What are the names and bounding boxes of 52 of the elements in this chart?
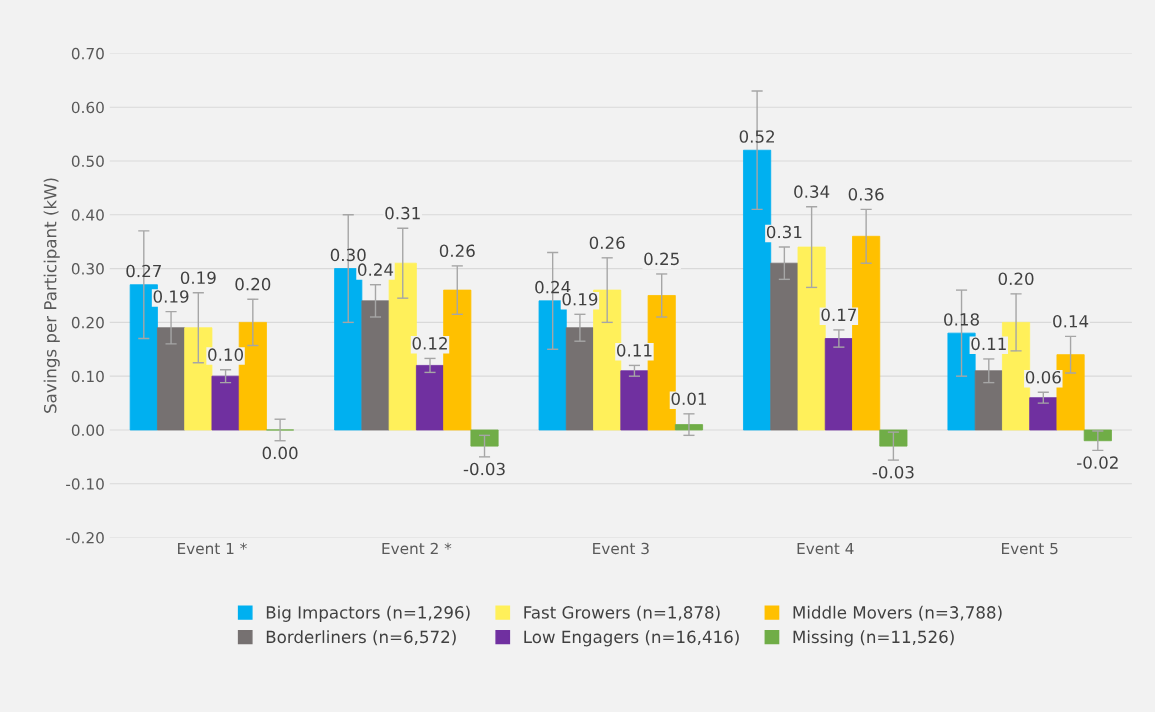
data-label: 0.19 [153, 290, 189, 303]
data-label: 0.26 [589, 236, 625, 250]
y-tick-label: -0.10 [66, 478, 104, 490]
y-tick-label: 0.20 [71, 316, 104, 329]
data-label: 0.25 [644, 252, 679, 266]
data-label: 0.30 [330, 248, 366, 262]
data-label: 0.34 [794, 185, 830, 198]
data-label: 0.14 [1053, 314, 1089, 328]
data-label: 0.52 [739, 130, 774, 143]
data-label: 0.20 [998, 272, 1034, 286]
data-label: 0.27 [126, 264, 161, 278]
data-label: 0.01 [671, 392, 706, 406]
data-label: 0.11 [616, 344, 652, 357]
x-tick-label: Event 3 [593, 542, 649, 555]
data-label: 0.24 [535, 280, 571, 294]
data-label: 0.10 [208, 348, 244, 361]
legend-label: Low Engagers (n=16,416) [524, 630, 739, 647]
data-label: -0.02 [1077, 456, 1118, 469]
data-label: 0.12 [412, 337, 447, 350]
data-label: 0.24 [358, 263, 394, 276]
data-label: 0.36 [848, 188, 884, 201]
data-label: 0.20 [235, 277, 271, 291]
y-tick-label: 0.60 [71, 101, 104, 114]
data-label: 0.31 [385, 206, 420, 220]
x-tick-label: Event 4 [797, 542, 854, 555]
data-label: 0.00 [262, 446, 298, 460]
data-label: 0.18 [944, 313, 979, 326]
data-label: 0.11 [971, 337, 1006, 351]
data-label: 0.19 [562, 292, 598, 306]
y-tick-label: -0.20 [66, 532, 104, 544]
legend-label: Middle Movers (n=3,788) [793, 605, 1002, 621]
y-tick-label: 0.40 [71, 209, 104, 221]
data-label: 0.31 [766, 225, 802, 239]
y-tick-label: 0.00 [71, 424, 104, 436]
x-tick-label: Event 2 * [382, 542, 452, 555]
data-label: 0.19 [180, 271, 216, 285]
data-label: 0.26 [439, 244, 475, 258]
legend-label: Borderliners (n=6,572) [266, 630, 456, 646]
data-label: 0.06 [1025, 370, 1061, 384]
data-label: -0.03 [463, 462, 505, 476]
x-tick-label: Event 5 [1002, 542, 1058, 555]
y-axis-title: Savings per Participant (kW) [43, 178, 60, 413]
legend-label: Big Impactors (n=1,296) [266, 605, 470, 622]
y-tick-label: 0.30 [71, 263, 104, 275]
data-label: 0.17 [821, 308, 857, 322]
y-tick-label: 0.50 [71, 155, 104, 168]
legend-label: Missing (n=11,526) [793, 630, 954, 647]
y-tick-label: 0.10 [71, 370, 104, 383]
x-tick-label: Event 1 * [178, 542, 247, 555]
y-tick-label: 0.70 [71, 47, 104, 60]
legend-label: Fast Growers (n=1,878) [524, 605, 720, 621]
data-label: -0.03 [872, 465, 914, 479]
